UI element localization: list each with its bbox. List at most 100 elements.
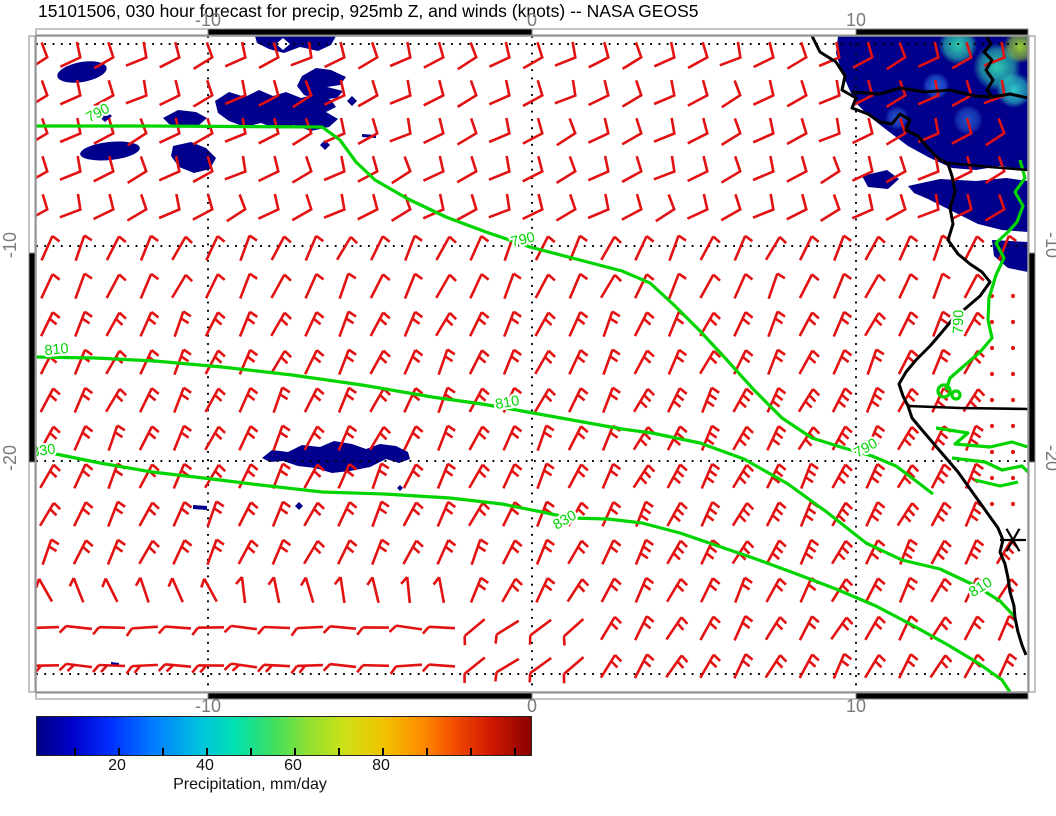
wind-barb xyxy=(138,387,160,413)
wind-barb xyxy=(885,117,907,146)
wind-barb xyxy=(388,624,423,633)
wind-barb xyxy=(686,193,709,220)
wind-barb xyxy=(423,41,445,69)
wind-barb xyxy=(456,193,478,222)
colorbar-tick-label: 40 xyxy=(196,757,214,774)
contour-label: 790 xyxy=(951,309,968,334)
wind-barb xyxy=(733,272,754,299)
calm-dot xyxy=(1010,371,1016,377)
wind-barb xyxy=(223,662,258,672)
wind-barb xyxy=(587,79,610,107)
wind-barb xyxy=(930,463,952,489)
wind-barb xyxy=(621,117,643,146)
wind-barb xyxy=(720,155,742,184)
geography xyxy=(810,36,1028,656)
colorbar-tick xyxy=(338,748,340,755)
wind-barb xyxy=(567,501,589,527)
wind-barb xyxy=(257,625,291,635)
precip-area xyxy=(320,140,330,150)
wind-barb xyxy=(322,662,357,672)
wind-barb xyxy=(997,652,1018,679)
wind-barb xyxy=(865,462,886,489)
colorbar-tick-label: 60 xyxy=(284,757,302,774)
wind-barb xyxy=(566,578,590,603)
border-line xyxy=(907,404,1028,411)
precip-area xyxy=(862,170,899,189)
wind-barb xyxy=(271,462,291,490)
x-axis-tick-label-bottom: 0 xyxy=(527,696,537,716)
wind-barb xyxy=(562,656,585,684)
wind-barb xyxy=(270,273,292,299)
wind-barb xyxy=(39,311,61,337)
wind-barb xyxy=(865,386,886,414)
wind-barb xyxy=(601,462,622,489)
wind-barb xyxy=(699,615,721,641)
precip-area xyxy=(295,502,303,510)
wind-barb xyxy=(270,311,293,337)
wind-barb xyxy=(269,349,293,375)
wind-barb xyxy=(126,155,148,184)
wind-barb xyxy=(488,193,511,219)
wind-barb xyxy=(964,424,984,452)
wind-barb xyxy=(798,235,820,261)
wind-barb xyxy=(601,539,622,565)
wind-barb xyxy=(74,272,93,300)
asterisk-marker xyxy=(1005,528,1021,552)
wind-barb xyxy=(786,79,808,108)
x-axis-tick-label-top: 0 xyxy=(527,10,537,30)
wind-barb xyxy=(799,538,820,565)
plot-border xyxy=(35,35,1029,693)
wind-barb xyxy=(830,539,854,565)
wind-barb xyxy=(752,193,775,219)
wind-barb xyxy=(204,349,226,375)
wind-barb xyxy=(238,310,259,338)
wind-barb xyxy=(599,654,623,679)
wind-barb xyxy=(369,349,391,375)
wind-barb xyxy=(73,424,94,451)
wind-barb xyxy=(699,577,721,603)
wind-barb xyxy=(568,349,589,375)
wind-barb xyxy=(172,386,192,414)
frame-segment xyxy=(1028,252,1036,463)
wind-barb xyxy=(554,79,577,105)
wind-barb xyxy=(799,462,819,490)
frame-segment xyxy=(28,35,36,254)
wind-barb xyxy=(192,117,214,146)
wind-barb xyxy=(668,234,687,262)
wind-barb xyxy=(72,501,94,527)
wind-barb xyxy=(588,41,610,69)
wind-barb xyxy=(323,79,346,106)
colorbar-title: Precipitation, mm/day xyxy=(173,776,327,793)
calm-dot xyxy=(989,423,995,429)
wind-barb xyxy=(421,625,456,635)
wind-barb xyxy=(666,387,688,413)
precip-area xyxy=(57,61,107,83)
frame-segment xyxy=(1028,35,1036,254)
wind-barb xyxy=(371,500,390,528)
wind-barb xyxy=(536,424,555,452)
wind-barb xyxy=(555,193,577,222)
wind-barb xyxy=(766,425,787,451)
wind-barb xyxy=(963,311,985,337)
wind-barb xyxy=(303,387,325,413)
calm-dot xyxy=(1010,345,1016,351)
colorbar-tick xyxy=(250,748,252,755)
wind-barb xyxy=(158,117,181,144)
wind-barb xyxy=(494,657,520,682)
wind-barb xyxy=(389,79,412,105)
wind-barb xyxy=(886,42,907,71)
wind-barb xyxy=(665,577,689,603)
wind-barb xyxy=(206,500,225,528)
wind-barb xyxy=(864,615,887,641)
contour-810 xyxy=(935,426,1028,449)
wind-barb xyxy=(865,424,886,451)
colorbar-tick xyxy=(206,748,208,755)
wind-barb xyxy=(863,653,887,679)
wind-barb xyxy=(634,538,655,566)
wind-barb xyxy=(752,79,775,106)
wind-barb xyxy=(457,42,478,71)
calm-dot xyxy=(1010,423,1016,429)
wind-barb xyxy=(304,272,325,299)
wind-barb xyxy=(488,41,511,68)
